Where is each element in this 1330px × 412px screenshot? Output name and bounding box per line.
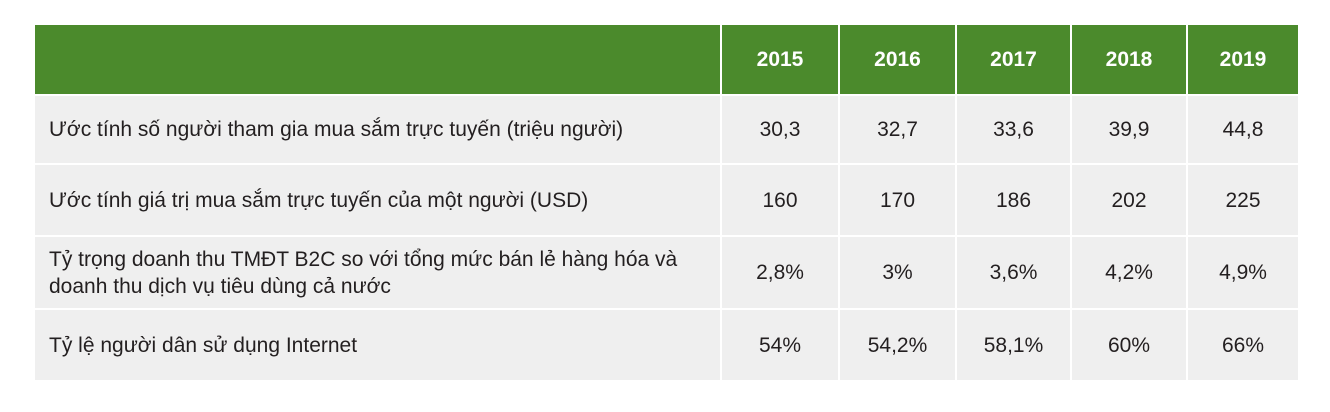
- value-cell: 32,7: [838, 94, 957, 165]
- table-body: Ước tính số người tham gia mua sắm trực …: [33, 94, 1300, 382]
- table-row: Ước tính giá trị mua sắm trực tuyến của …: [33, 163, 1300, 237]
- value-cell: 2,8%: [720, 235, 840, 310]
- value-cell: 160: [720, 163, 840, 237]
- row-label: Ước tính số người tham gia mua sắm trực …: [33, 94, 722, 165]
- year-header: 2016: [838, 23, 957, 96]
- value-cell: 3%: [838, 235, 957, 310]
- value-cell: 66%: [1186, 308, 1300, 382]
- value-cell: 58,1%: [955, 308, 1072, 382]
- value-cell: 225: [1186, 163, 1300, 237]
- value-cell: 60%: [1070, 308, 1188, 382]
- row-label: Tỷ lệ người dân sử dụng Internet: [33, 308, 722, 382]
- value-cell: 54,2%: [838, 308, 957, 382]
- value-cell: 39,9: [1070, 94, 1188, 165]
- value-cell: 4,9%: [1186, 235, 1300, 310]
- header-cell: [33, 23, 722, 96]
- row-label: Tỷ trọng doanh thu TMĐT B2C so với tổng …: [33, 235, 722, 310]
- value-cell: 3,6%: [955, 235, 1072, 310]
- year-header: 2015: [720, 23, 840, 96]
- value-cell: 186: [955, 163, 1072, 237]
- value-cell: 30,3: [720, 94, 840, 165]
- table-row: Tỷ lệ người dân sử dụng Internet 54% 54,2%…: [33, 308, 1300, 382]
- row-label: Ước tính giá trị mua sắm trực tuyến của …: [33, 163, 722, 237]
- value-cell: 44,8: [1186, 94, 1300, 165]
- value-cell: 33,6: [955, 94, 1072, 165]
- value-cell: 54%: [720, 308, 840, 382]
- year-header: 2019: [1186, 23, 1300, 96]
- value-cell: 202: [1070, 163, 1188, 237]
- table-row: Tỷ trọng doanh thu TMĐT B2C so với tổng …: [33, 235, 1300, 310]
- value-cell: 170: [838, 163, 957, 237]
- data-table: 2015 2016 2017 2018 2019 Ước tính số người t…: [33, 23, 1300, 382]
- header-row: 2015 2016 2017 2018 2019: [33, 23, 1300, 96]
- value-cell: 4,2%: [1070, 235, 1188, 310]
- year-header: 2018: [1070, 23, 1188, 96]
- table-row: Ước tính số người tham gia mua sắm trực …: [33, 94, 1300, 165]
- year-header: 2017: [955, 23, 1072, 96]
